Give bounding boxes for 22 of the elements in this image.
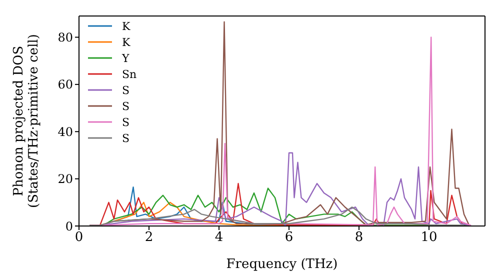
legend-label: S [122, 116, 130, 128]
x-tick-label: 4 [214, 230, 224, 246]
legend-label: K [122, 20, 130, 32]
legend-label: Y [122, 52, 130, 64]
x-axis-title: Frequency (THz) [226, 257, 338, 272]
legend-label: S [122, 132, 130, 144]
x-tick-label: 10 [420, 230, 438, 246]
legend-label: S [122, 100, 130, 112]
x-tick-label: 6 [284, 230, 294, 246]
y-tick-label: 60 [58, 78, 73, 92]
legend-label: Sn [122, 68, 137, 80]
y-tick-label: 80 [58, 30, 73, 44]
y-axis-title: Phonon projected DOS (States/THz·primitive cell) [12, 34, 42, 208]
line-series [88, 206, 465, 226]
legend-label: S [122, 84, 130, 96]
legend-label: K [122, 36, 130, 48]
y-tick-label: 0 [65, 219, 73, 234]
y-tick-label: 20 [58, 172, 73, 186]
y-tick-label: 40 [58, 124, 73, 139]
x-tick-label: 8 [354, 230, 364, 246]
x-tick-label: 2 [144, 230, 154, 246]
x-tick-label: 0 [74, 230, 84, 246]
